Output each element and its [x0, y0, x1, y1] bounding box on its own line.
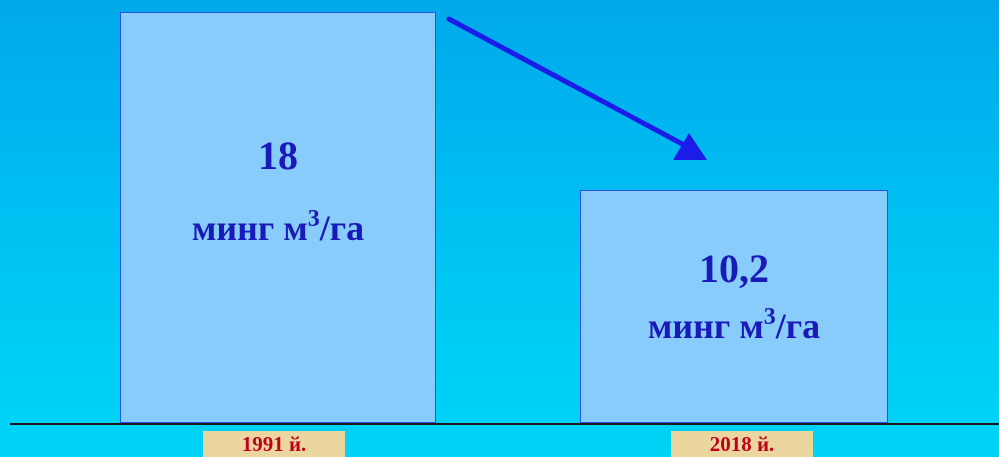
- bar-2018-unit: минг м3/га: [647, 303, 821, 346]
- x-tick-label-1991: 1991 й.: [203, 431, 345, 457]
- bar-1991-value: 18: [258, 133, 298, 179]
- x-tick-label-2018: 2018 й.: [671, 431, 813, 457]
- bar-2018: 10,2 минг м3/га: [580, 190, 888, 423]
- bar-1991-unit: минг м3/га: [191, 206, 365, 249]
- bar-1991: 18 минг м3/га: [120, 12, 436, 423]
- trend-arrow-shaft: [446, 16, 689, 149]
- bar-2018-value: 10,2: [699, 246, 769, 292]
- x-axis-baseline: [10, 423, 999, 425]
- trend-arrow-head: [673, 133, 707, 160]
